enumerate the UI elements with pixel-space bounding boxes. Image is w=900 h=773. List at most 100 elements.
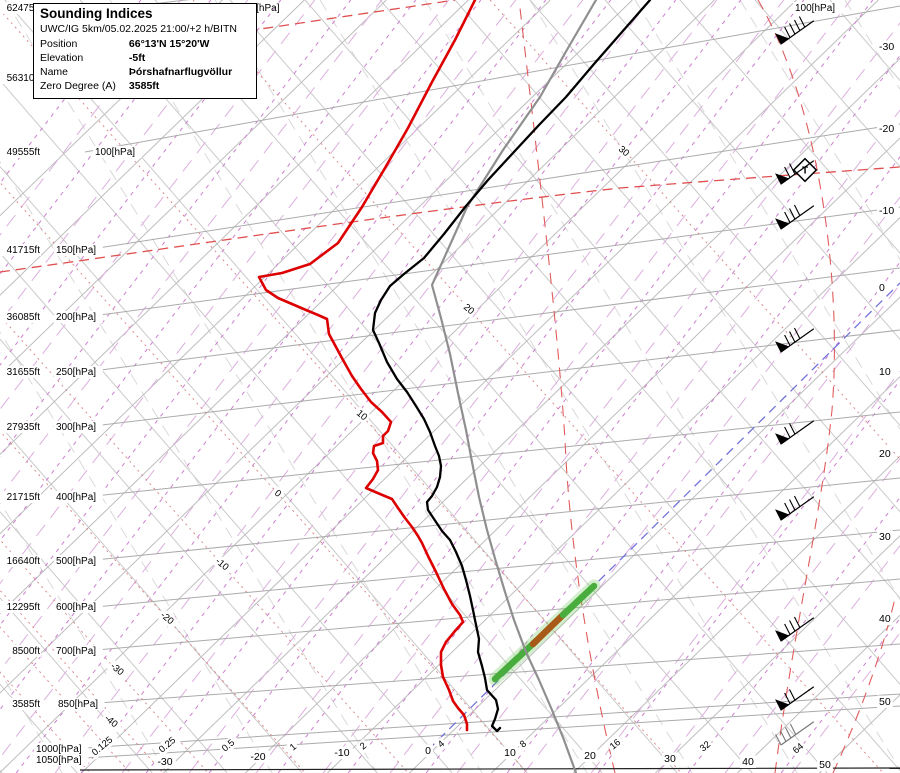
- isotherm-line: [655, 535, 900, 773]
- barb-feather: [793, 495, 801, 507]
- label-bg: [0, 311, 42, 323]
- altitude-label-group: 36085ft: [0, 311, 42, 323]
- right-temp-label: 30: [879, 531, 891, 543]
- label-bg: [606, 735, 625, 754]
- right-temp-label-group: 30: [877, 530, 893, 543]
- violet-dashed-line: [54, 0, 651, 773]
- label-bg: [877, 530, 893, 543]
- isotherm-line: [245, 137, 900, 773]
- wind-barb-icon[interactable]: [775, 616, 815, 642]
- altitude-label: 62475ft: [7, 3, 41, 14]
- label-bg: [54, 491, 103, 503]
- isotherm-line: [0, 0, 469, 455]
- label-bg: [877, 122, 899, 135]
- label-bg: [156, 608, 180, 630]
- label-bg: [356, 738, 371, 754]
- label-bg: [270, 486, 286, 502]
- sounding-indices-panel[interactable]: Sounding Indices UWC/IG 5km/05.02.2025 2…: [33, 3, 257, 99]
- right-temp-label-group: 10: [877, 365, 893, 378]
- adiabat-temp-label: 30: [616, 144, 631, 159]
- label-bg: [0, 72, 42, 84]
- adiabat-temp-label-group: -40: [100, 711, 124, 733]
- barb-feather: [789, 331, 796, 343]
- right-temp-label: -20: [879, 123, 894, 135]
- mixing-ratio-line: [0, 0, 482, 626]
- altitude-label: 41715ft: [7, 245, 41, 256]
- barb-feather: [789, 163, 796, 175]
- tropopause-letter: T: [802, 166, 808, 177]
- barb-pennant: [775, 218, 790, 230]
- highlight-green-segment: [559, 582, 598, 619]
- adiabat-temp-label: 0: [272, 488, 283, 500]
- indices-table: Position 66°13'N 15°20'W Elevation -5ft …: [40, 38, 250, 94]
- label-bg: [877, 695, 893, 708]
- bottom-temp-label: 50: [819, 759, 831, 771]
- label-bg: [516, 736, 531, 752]
- row-label: Zero Degree (A): [40, 80, 116, 92]
- right-temp-label-group: -30: [877, 40, 899, 53]
- bottom-temp-label-group: 10: [502, 746, 518, 759]
- pressure-label-group: 100[hPa]: [93, 146, 142, 158]
- barb-feather: [789, 423, 796, 435]
- barb-feather: [793, 616, 801, 628]
- tropopause-diamond-icon: [792, 157, 818, 183]
- altitude-label-group: 49555ft: [0, 146, 42, 158]
- dry-adiabat-line: [0, 769, 3, 773]
- label-bg: [0, 244, 42, 256]
- violet-dashed-line: [657, 457, 900, 773]
- isotherm-line: [573, 455, 900, 773]
- pressure-label: 200[hPa]: [56, 312, 96, 323]
- bottom-temp-label-group: -30: [154, 755, 176, 768]
- mixing-ratio-line: [780, 617, 900, 773]
- mixing-ratio-label: 8: [518, 738, 529, 750]
- wind-barb-icon[interactable]: [775, 420, 815, 445]
- right-temp-label-group: -10: [877, 204, 899, 217]
- mixing-ratio-line: [0, 0, 212, 275]
- mixing-ratio-line: [0, 0, 547, 711]
- altitude-label-group: 3585ft: [3, 698, 41, 710]
- mixing-ratio-label-group: 0.125: [88, 731, 119, 760]
- altitude-label: 21715ft: [7, 492, 41, 503]
- violet-dashed-line: [456, 196, 900, 773]
- gray-dashed-line: [634, 0, 900, 431]
- pressure-label: 600[hPa]: [56, 602, 96, 613]
- altitude-label-group: 62475ft: [0, 2, 42, 14]
- isotherm-line: [163, 57, 900, 773]
- barb-pennant: [775, 433, 790, 445]
- violet-dashed-line: [724, 544, 900, 773]
- wind-barb-icon[interactable]: [775, 204, 815, 230]
- isotherm-line: [0, 0, 633, 615]
- moist-adiabat-dotted-line: [0, 626, 131, 773]
- isotherm-line: [327, 216, 900, 773]
- pressure-label: 250[hPa]: [56, 367, 96, 378]
- barb-feather: [784, 166, 791, 178]
- bottom-temp-label: 40: [742, 756, 754, 768]
- label-bg: [54, 311, 103, 323]
- moist-adiabat-dotted-line: [192, 0, 884, 773]
- wind-barb-icon[interactable]: [775, 495, 815, 521]
- altitude-label: 27935ft: [7, 422, 41, 433]
- table-row: Position 66°13'N 15°20'W: [40, 38, 250, 52]
- dry-adiabat-line: [379, 0, 900, 599]
- violet-dashed-line: [0, 0, 450, 585]
- wind-barb-icon[interactable]: [775, 686, 815, 711]
- isobar-line: [84, 329, 900, 428]
- wind-barb-icon[interactable]: [775, 327, 815, 353]
- mixing-ratio-label-group: 4: [434, 736, 449, 752]
- dry-adiabat-line: [604, 0, 900, 341]
- label-bg: [154, 755, 176, 768]
- wind-barb-icon[interactable]: [775, 160, 815, 185]
- bottom-temp-label-group: 0: [423, 744, 433, 757]
- bottom-temp-label: 30: [664, 753, 676, 765]
- tropopause-marker[interactable]: T: [792, 157, 818, 183]
- label-bg: [0, 491, 42, 503]
- wind-barb-icon[interactable]: [775, 721, 815, 746]
- top-right-pressure-label: 100[hPa]: [795, 3, 835, 14]
- pressure-label: 150[hPa]: [56, 245, 96, 256]
- label-bg: [106, 659, 130, 681]
- right-temp-label: 40: [879, 613, 891, 625]
- mixing-ratio-label: 4: [436, 738, 447, 750]
- wind-barb-icon[interactable]: [775, 16, 815, 45]
- label-bg: [877, 612, 893, 625]
